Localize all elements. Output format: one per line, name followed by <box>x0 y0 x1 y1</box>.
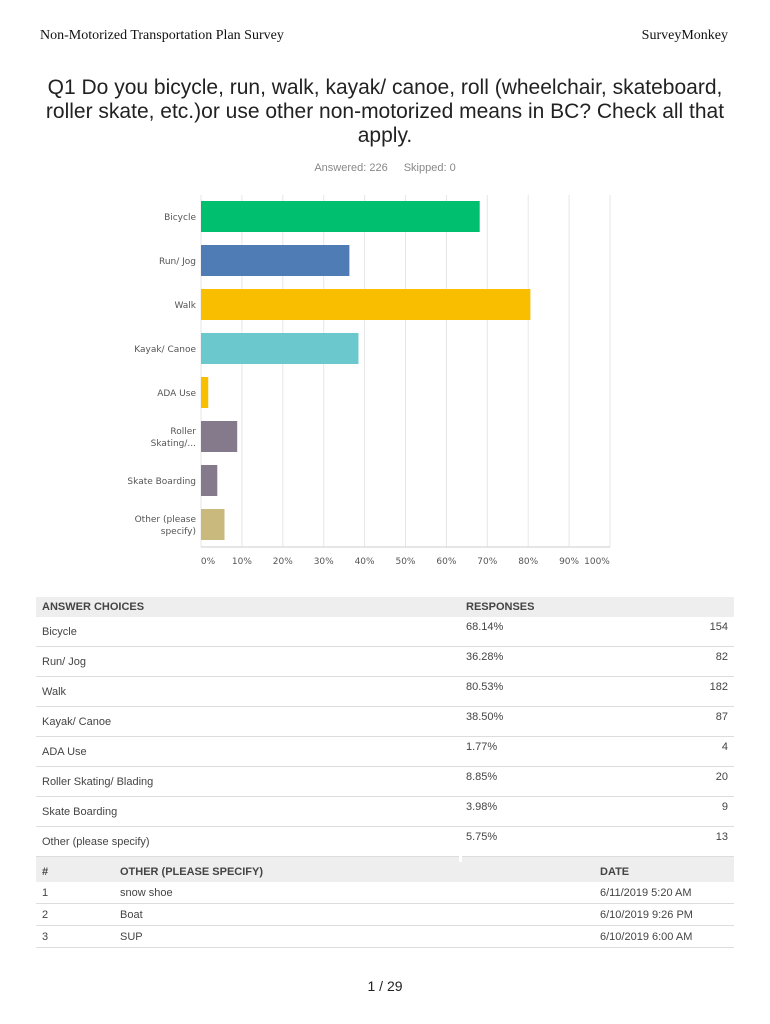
category-label: Skating/... <box>151 439 196 449</box>
answer-choice: Walk <box>36 676 460 707</box>
table-row: 1 snow shoe 6/11/2019 5:20 AM <box>36 882 734 904</box>
survey-title: Non-Motorized Transportation Plan Survey <box>40 28 284 43</box>
bar <box>201 421 238 452</box>
x-tick-label: 80% <box>518 557 538 567</box>
response-stats: Answered: 226 Skipped: 0 <box>0 162 770 174</box>
bar <box>201 201 480 232</box>
col-header: # <box>36 862 114 882</box>
bar <box>201 377 209 408</box>
answer-choice: Run/ Jog <box>36 646 460 677</box>
x-tick-label: 40% <box>355 557 375 567</box>
category-label: Bicycle <box>164 213 196 223</box>
response-count: 87 <box>629 706 734 737</box>
category-label: Kayak/ Canoe <box>134 345 196 355</box>
x-tick-label: 0% <box>201 557 216 567</box>
skipped-count: Skipped: 0 <box>403 162 456 174</box>
response-date: 6/11/2019 5:20 AM <box>594 882 734 904</box>
question-title: Q1 Do you bicycle, run, walk, kayak/ can… <box>45 76 725 147</box>
x-tick-label: 50% <box>395 557 415 567</box>
response-percent: 5.75% <box>460 826 630 857</box>
table-row: Roller Skating/ Blading 8.85% 20 <box>36 766 734 797</box>
response-percent: 36.28% <box>460 646 630 677</box>
category-label: Skate Boarding <box>127 477 196 487</box>
response-count: 82 <box>629 646 734 677</box>
x-tick-label: 20% <box>273 557 293 567</box>
category-label: Roller <box>170 427 196 437</box>
answer-choice: Roller Skating/ Blading <box>36 766 460 797</box>
row-number: 1 <box>36 882 114 904</box>
row-number: 2 <box>36 903 114 926</box>
category-label: Other (please <box>135 515 197 525</box>
col-header: DATE <box>594 862 734 882</box>
bar-chart: 0% 10% 20% 30% 40% 50% 60% 70% 80% 90% 100% Bicycle… <box>127 195 611 567</box>
answer-choice: Skate Boarding <box>36 796 460 827</box>
answered-count: Answered: 226 <box>314 162 388 174</box>
bar <box>201 289 531 320</box>
col-header: OTHER (PLEASE SPECIFY) <box>114 862 594 882</box>
other-response: Boat <box>114 903 594 926</box>
table-row: Run/ Jog 36.28% 82 <box>36 646 734 677</box>
response-percent: 68.14% <box>460 617 630 647</box>
table-row: ADA Use 1.77% 4 <box>36 736 734 767</box>
row-number: 3 <box>36 925 114 948</box>
answer-choice: Bicycle <box>36 617 460 647</box>
x-tick-label: 100% <box>584 557 610 567</box>
response-percent: 38.50% <box>460 706 630 737</box>
x-tick-label: 30% <box>314 557 334 567</box>
other-response: SUP <box>114 925 594 948</box>
response-date: 6/10/2019 9:26 PM <box>594 903 734 926</box>
x-tick-label: 90% <box>559 557 579 567</box>
other-response: snow shoe <box>114 882 594 904</box>
response-count: 182 <box>629 676 734 707</box>
x-tick-label: 60% <box>436 557 456 567</box>
response-count: 4 <box>629 736 734 767</box>
response-percent: 8.85% <box>460 766 630 797</box>
bar <box>201 333 359 364</box>
category-label: specify) <box>161 527 196 537</box>
page-number: 1 / 29 <box>367 978 403 994</box>
table-row: Walk 80.53% 182 <box>36 676 734 707</box>
response-percent: 80.53% <box>460 676 630 707</box>
col-header: ANSWER CHOICES <box>36 597 460 617</box>
bar <box>201 509 225 540</box>
bar <box>201 465 218 496</box>
table-row: Kayak/ Canoe 38.50% 87 <box>36 706 734 737</box>
table-row: 3 SUP 6/10/2019 6:00 AM <box>36 925 734 948</box>
category-label: ADA Use <box>157 389 196 399</box>
response-count: 20 <box>629 766 734 797</box>
answer-choice: Other (please specify) <box>36 826 460 857</box>
x-tick-label: 70% <box>477 557 497 567</box>
table-row: Skate Boarding 3.98% 9 <box>36 796 734 827</box>
other-responses-table: # OTHER (PLEASE SPECIFY) DATE 1 snow shoe 6/… <box>36 862 734 948</box>
answer-choice: Kayak/ Canoe <box>36 706 460 737</box>
response-percent: 3.98% <box>460 796 630 827</box>
col-header: RESPONSES <box>460 597 734 617</box>
response-percent: 1.77% <box>460 736 630 767</box>
response-count: 9 <box>629 796 734 827</box>
response-date: 6/10/2019 6:00 AM <box>594 925 734 948</box>
category-label: Run/ Jog <box>159 257 196 267</box>
responses-table: ANSWER CHOICES RESPONSES Bicycle 68.14% 154… <box>36 597 734 877</box>
table-row: Other (please specify) 5.75% 13 <box>36 826 734 857</box>
answer-choice: ADA Use <box>36 736 460 767</box>
x-tick-label: 10% <box>232 557 252 567</box>
table-row: Bicycle 68.14% 154 <box>36 617 734 647</box>
bar <box>201 245 350 276</box>
brand-name: SurveyMonkey <box>641 28 728 43</box>
table-row: 2 Boat 6/10/2019 9:26 PM <box>36 903 734 926</box>
category-label: Walk <box>174 301 196 311</box>
response-count: 154 <box>629 617 734 647</box>
response-count: 13 <box>629 826 734 857</box>
